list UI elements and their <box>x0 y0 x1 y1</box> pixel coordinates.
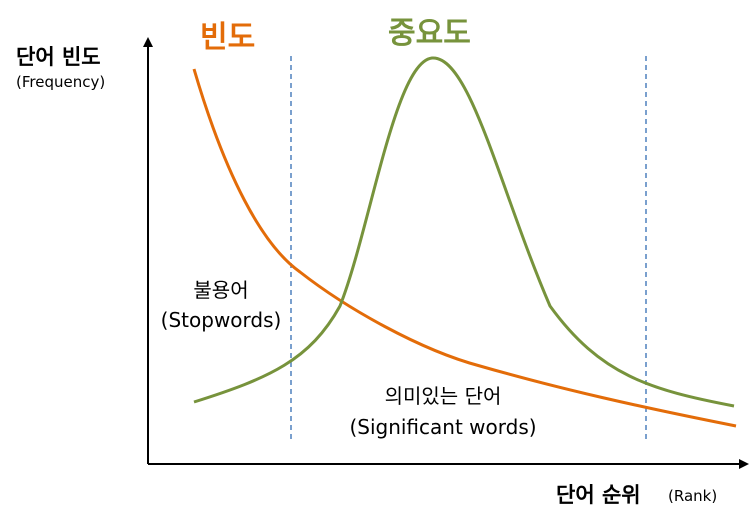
importance-curve <box>193 56 735 408</box>
y-axis-sublabel: (Frequency) <box>16 73 105 91</box>
significant-words-sublabel: (Significant words) <box>349 415 536 439</box>
importance-curve-label: 중요도 <box>388 16 471 51</box>
frequency-curve <box>192 68 737 428</box>
x-axis-label: 단어 순위 <box>556 483 641 507</box>
stopwords-label: 불용어 <box>193 278 248 302</box>
x-axis-sublabel: (Rank) <box>668 487 717 505</box>
y-axis-label: 단어 빈도 <box>16 45 101 69</box>
frequency-curve-label: 빈도 <box>200 20 255 55</box>
stopwords-sublabel: (Stopwords) <box>161 308 282 332</box>
significant-words-label: 의미있는 단어 <box>385 384 502 408</box>
